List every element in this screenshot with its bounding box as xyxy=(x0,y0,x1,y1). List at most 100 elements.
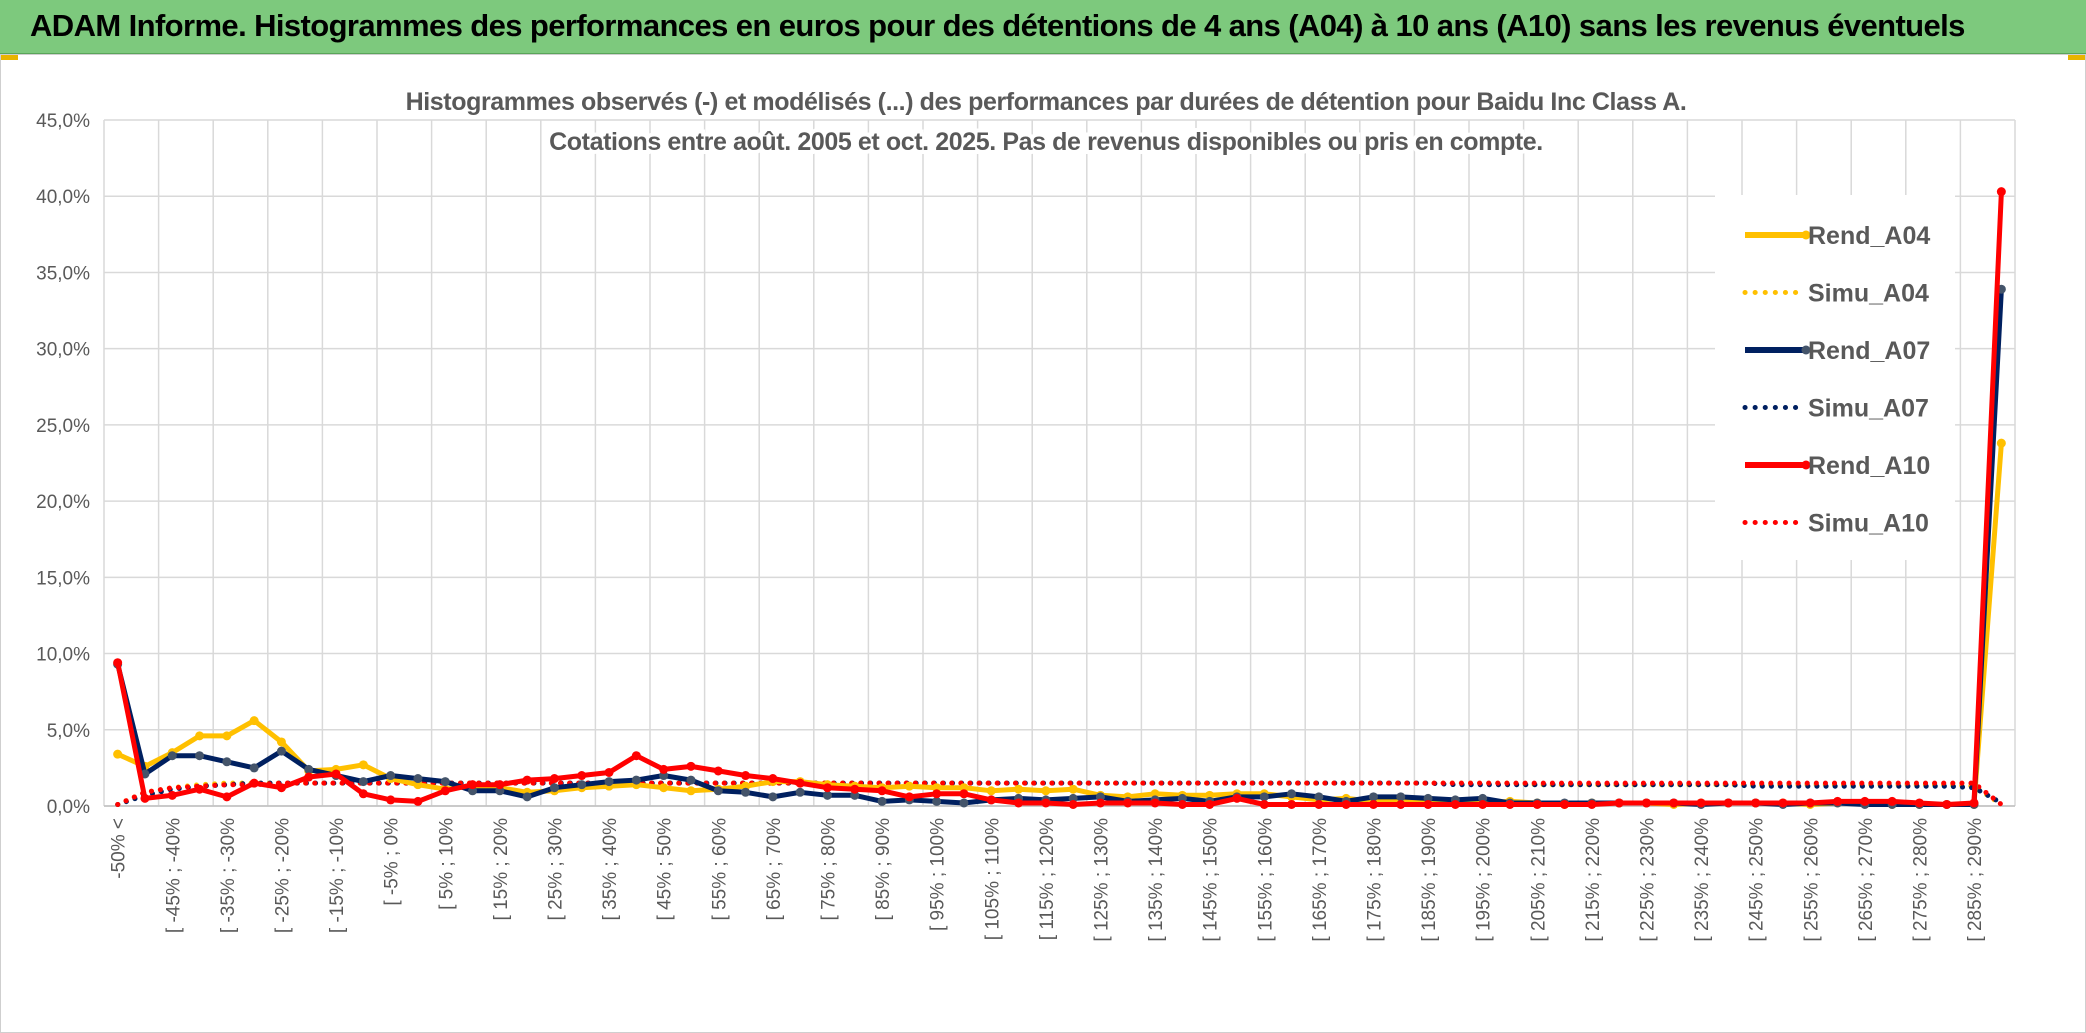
data-point-rend_a10 xyxy=(1860,796,1870,806)
data-point-rend_a07 xyxy=(358,777,368,787)
data-point-rend_a07 xyxy=(959,798,969,808)
data-point-rend_a07 xyxy=(1314,792,1324,802)
data-point-rend_a10 xyxy=(1450,799,1460,809)
x-tick-label: [ 75% ; 80% xyxy=(818,818,839,921)
data-point-rend_a10 xyxy=(932,789,942,799)
data-point-rend_a04 xyxy=(1041,786,1051,796)
chart-title-line: Histogrammes observés (-) et modélisés (… xyxy=(406,88,1687,116)
x-tick-label: [ 245% ; 250% xyxy=(1747,818,1768,942)
data-point-rend_a10 xyxy=(304,772,314,782)
data-point-rend_a04 xyxy=(195,731,205,741)
legend-box xyxy=(1715,195,1955,560)
x-tick-label: [ -5% ; 0% xyxy=(382,818,403,906)
x-tick-label: [ 5% ; 10% xyxy=(436,818,457,910)
x-tick-label: [ 125% ; 130% xyxy=(1091,818,1112,942)
data-point-rend_a10 xyxy=(959,789,969,799)
legend-marker xyxy=(1801,230,1811,240)
y-tick-label: 0,0% xyxy=(47,797,90,818)
data-point-rend_a10 xyxy=(741,771,751,781)
data-point-rend_a10 xyxy=(249,778,259,788)
data-point-rend_a10 xyxy=(1887,796,1897,806)
data-point-rend_a04 xyxy=(276,737,286,747)
data-point-rend_a10 xyxy=(1969,798,1979,808)
data-point-rend_a10 xyxy=(1696,798,1706,808)
data-point-rend_a07 xyxy=(877,796,887,806)
data-point-rend_a10 xyxy=(549,774,559,784)
data-point-rend_a10 xyxy=(1641,798,1651,808)
x-tick-label: [ 145% ; 150% xyxy=(1201,818,1222,942)
y-tick-label: 15,0% xyxy=(36,568,90,589)
y-tick-label: 35,0% xyxy=(36,263,90,284)
data-point-rend_a07 xyxy=(1259,792,1269,802)
data-point-rend_a10 xyxy=(440,786,450,796)
x-tick-label: [ 105% ; 110% xyxy=(982,818,1003,940)
data-point-rend_a10 xyxy=(1614,798,1624,808)
data-point-rend_a07 xyxy=(222,757,232,767)
legend-marker xyxy=(1801,460,1811,470)
x-tick-label: [ 35% ; 40% xyxy=(600,818,621,921)
x-tick-label: [ 215% ; 220% xyxy=(1583,818,1604,942)
data-point-rend_a10 xyxy=(1177,799,1187,809)
data-point-rend_a04 xyxy=(686,786,696,796)
x-tick-label: [ 175% ; 180% xyxy=(1364,818,1385,942)
data-point-rend_a10 xyxy=(1833,796,1843,806)
data-point-rend_a10 xyxy=(1068,799,1078,809)
x-tick-label: [ 185% ; 190% xyxy=(1419,818,1440,942)
x-tick-label: [ -45% ; -40% xyxy=(163,818,184,933)
x-tick-label: [ -35% ; -30% xyxy=(218,818,239,933)
data-point-rend_a07 xyxy=(932,796,942,806)
data-point-rend_a07 xyxy=(795,787,805,797)
data-point-rend_a10 xyxy=(604,767,614,777)
x-tick-label: [ -25% ; -20% xyxy=(272,818,293,933)
series-line-rend_a10 xyxy=(115,191,2004,807)
data-point-rend_a10 xyxy=(768,774,778,784)
data-point-rend_a10 xyxy=(1041,798,1051,808)
y-tick-label: 10,0% xyxy=(36,645,90,666)
data-point-rend_a10 xyxy=(331,769,341,779)
data-point-rend_a10 xyxy=(167,790,177,800)
data-point-rend_a10 xyxy=(1914,798,1924,808)
y-tick-label: 20,0% xyxy=(36,492,90,513)
data-point-rend_a10 xyxy=(1751,798,1761,808)
x-tick-label: [ 95% ; 100% xyxy=(928,818,949,931)
x-tick-label: [ 65% ; 70% xyxy=(764,818,785,921)
data-point-rend_a07 xyxy=(522,792,532,802)
data-point-rend_a10 xyxy=(795,778,805,788)
x-tick-label: [ 135% ; 140% xyxy=(1146,818,1167,942)
data-point-rend_a10 xyxy=(877,786,887,796)
data-point-rend_a07 xyxy=(413,774,423,784)
header-banner: ADAM Informe. Histogrammes des performan… xyxy=(0,0,2086,54)
x-tick-label: [ 115% ; 120% xyxy=(1037,818,1058,940)
data-point-rend_a10 xyxy=(822,783,832,793)
data-point-rend_a07 xyxy=(276,746,286,756)
x-tick-label: [ 155% ; 160% xyxy=(1255,818,1276,942)
data-point-rend_a10 xyxy=(222,792,232,802)
data-point-rend_a10 xyxy=(1942,799,1952,809)
legend-label: Simu_A04 xyxy=(1808,280,1929,308)
data-point-rend_a07 xyxy=(1396,792,1406,802)
data-point-rend_a10 xyxy=(631,751,641,761)
x-tick-label: [ 45% ; 50% xyxy=(655,818,676,921)
data-point-rend_a07 xyxy=(195,751,205,761)
data-point-rend_a10 xyxy=(1778,798,1788,808)
data-point-rend_a07 xyxy=(577,780,587,790)
data-point-rend_a10 xyxy=(276,783,286,793)
data-point-rend_a10 xyxy=(1532,799,1542,809)
x-tick-label: [ 195% ; 200% xyxy=(1474,818,1495,942)
data-point-rend_a04 xyxy=(1996,438,2006,448)
data-point-rend_a10 xyxy=(1478,799,1488,809)
legend-label: Simu_A10 xyxy=(1808,510,1929,538)
data-point-rend_a10 xyxy=(1423,799,1433,809)
data-point-rend_a10 xyxy=(659,764,669,774)
corner-mark-left xyxy=(0,54,18,60)
x-tick-label: [ 265% ; 270% xyxy=(1856,818,1877,942)
data-point-rend_a10 xyxy=(140,793,150,803)
x-tick-label: [ 275% ; 280% xyxy=(1910,818,1931,942)
x-tick-label: [ 55% ; 60% xyxy=(709,818,730,921)
y-tick-label: 5,0% xyxy=(47,721,90,742)
x-tick-label: [ 205% ; 210% xyxy=(1528,818,1549,942)
data-point-rend_a04 xyxy=(986,786,996,796)
data-point-rend_a10 xyxy=(577,771,587,781)
data-point-rend_a10 xyxy=(358,789,368,799)
data-point-rend_a07 xyxy=(1368,792,1378,802)
